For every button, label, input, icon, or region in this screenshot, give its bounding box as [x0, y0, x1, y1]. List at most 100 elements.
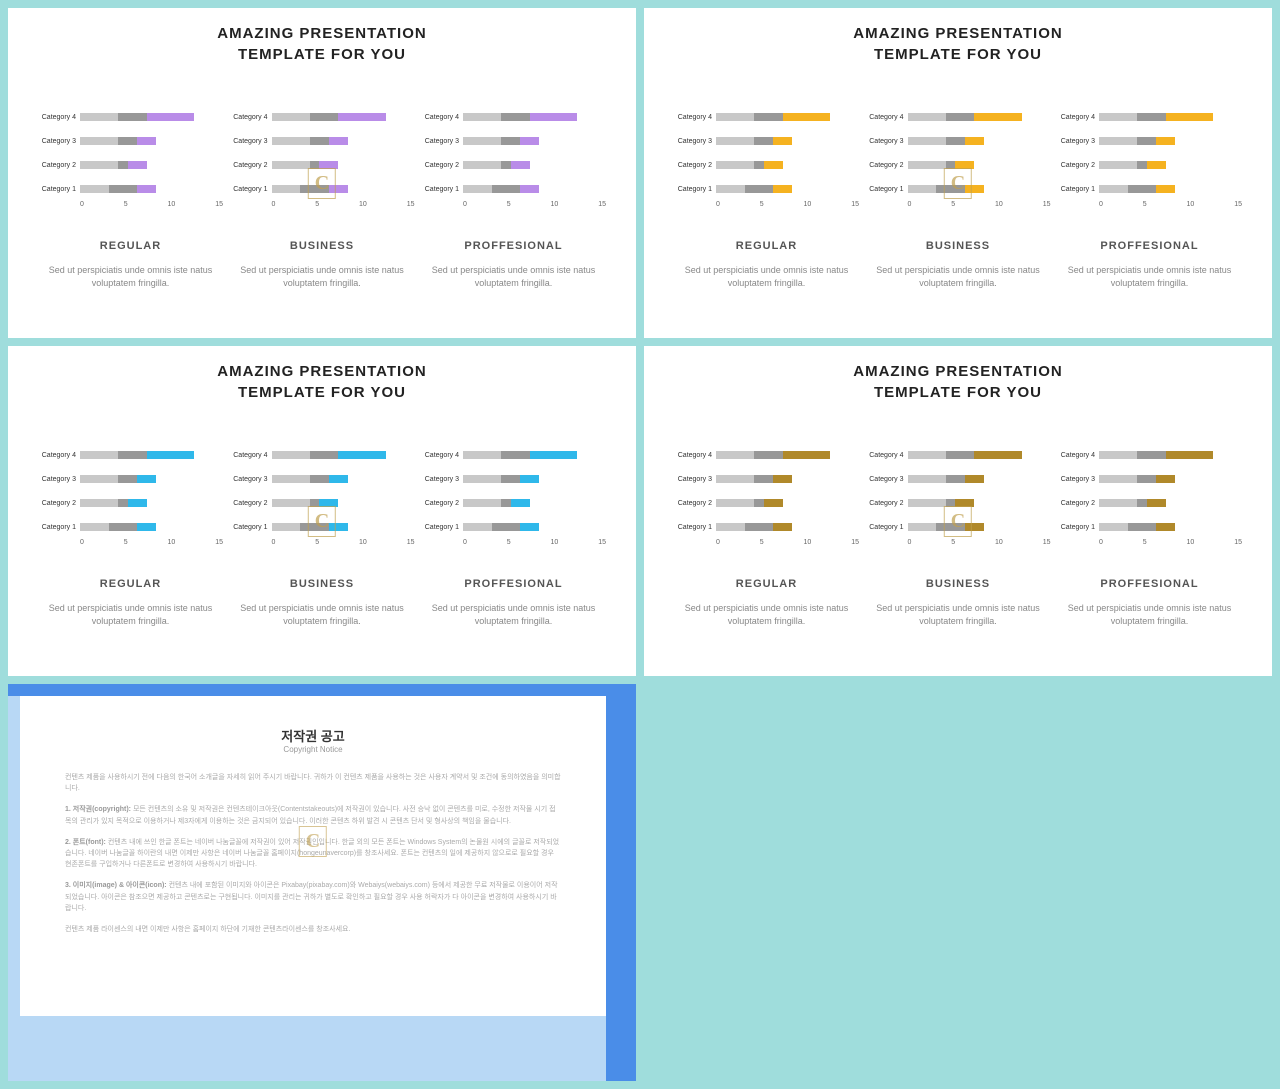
bar-row: Category 1: [1057, 177, 1242, 201]
bar-category-label: Category 3: [674, 476, 716, 483]
chart-block: Category 4Category 3Category 2Category 1…: [38, 105, 223, 289]
axis-row: 051015: [866, 201, 1051, 208]
bar-segment: [936, 523, 965, 531]
bar-category-label: Category 4: [674, 452, 716, 459]
bar-row: Category 3: [674, 129, 859, 153]
bar-row: Category 4: [230, 105, 415, 129]
bar-row: Category 2: [421, 491, 606, 515]
bar-track: [272, 523, 415, 531]
bar-segment: [754, 113, 783, 121]
bar-track: [716, 137, 859, 145]
bar-segment: [1137, 161, 1147, 169]
bar-row: Category 1: [1057, 515, 1242, 539]
bar-segment: [1128, 185, 1157, 193]
bar-segment: [492, 185, 521, 193]
bar-category-label: Category 4: [866, 114, 908, 121]
bar-row: Category 1: [866, 515, 1051, 539]
bar-category-label: Category 3: [1057, 138, 1099, 145]
bar-segment: [1099, 523, 1128, 531]
chart-area: Category 4Category 3Category 2Category 1…: [866, 105, 1051, 220]
slide-title: AMAZING PRESENTATIONTEMPLATE FOR YOU: [674, 361, 1242, 403]
bar-category-label: Category 4: [421, 452, 463, 459]
bar-category-label: Category 4: [38, 452, 80, 459]
bar-segment: [1137, 137, 1156, 145]
chart-subtitle: REGULAR: [38, 578, 223, 590]
bar-segment: [463, 161, 501, 169]
bar-segment: [764, 161, 783, 169]
bar-segment: [80, 113, 118, 121]
bar-segment: [716, 161, 754, 169]
copyright-subtitle: Copyright Notice: [65, 745, 561, 754]
bar-segment: [463, 185, 492, 193]
bar-segment: [908, 185, 937, 193]
axis-tick: 0: [80, 201, 84, 208]
bar-segment: [1137, 451, 1166, 459]
bar-segment: [908, 113, 946, 121]
bar-segment: [1156, 475, 1175, 483]
axis-tick: 10: [551, 539, 559, 546]
charts-row: Category 4 Category 3 Category 2 Category 1…: [38, 105, 606, 289]
bar-segment: [1099, 185, 1128, 193]
bar-track: [716, 451, 859, 459]
bar-segment: [908, 451, 946, 459]
bar-segment: [783, 451, 831, 459]
bar-segment: [80, 137, 118, 145]
bar-track: [463, 161, 606, 169]
chart-block: Category 4Category 3Category 2Category 1…: [674, 443, 859, 627]
bar-track: [1099, 523, 1242, 531]
chart-area: Category 4Category 3Category 2Category 1…: [421, 443, 606, 558]
bar-row: Category 3: [230, 129, 415, 153]
bar-segment: [109, 185, 138, 193]
axis-tick: 10: [995, 539, 1003, 546]
bar-category-label: Category 3: [866, 476, 908, 483]
axis-tick: 15: [1043, 201, 1051, 208]
bar-row: Category 1: [38, 177, 223, 201]
bar-segment: [300, 523, 329, 531]
bar-segment: [520, 475, 539, 483]
chart-description: Sed ut perspiciatis unde omnis iste natu…: [421, 602, 606, 627]
bar-segment: [80, 185, 109, 193]
axis-tick: 10: [1187, 539, 1195, 546]
axis-row: 051015: [1057, 201, 1242, 208]
bar-segment: [773, 137, 792, 145]
bar-track: [80, 161, 223, 169]
bar-segment: [329, 137, 348, 145]
bar-segment: [754, 137, 773, 145]
bar-track: [1099, 137, 1242, 145]
bar-segment: [501, 475, 520, 483]
chart-area: Category 4Category 3Category 2Category 1…: [230, 105, 415, 220]
chart-block: Category 4Category 3Category 2Category 1…: [38, 443, 223, 627]
bar-segment: [1099, 499, 1137, 507]
bar-segment: [965, 185, 984, 193]
axis-tick: 5: [951, 201, 955, 208]
bar-track: [463, 113, 606, 121]
border-top: [8, 684, 636, 696]
bar-category-label: Category 3: [230, 138, 272, 145]
bar-category-label: Category 4: [230, 452, 272, 459]
chart-area: Category 4Category 3Category 2Category 1…: [421, 105, 606, 220]
axis-tick: 5: [507, 539, 511, 546]
bar-segment: [1128, 523, 1157, 531]
bar-segment: [946, 113, 975, 121]
bar-category-label: Category 4: [230, 114, 272, 121]
bar-row: Category 1: [421, 177, 606, 201]
copyright-paragraph: 1. 저작권(copyright): 모든 컨텐츠의 소유 및 저작권은 컨텐츠…: [65, 804, 561, 826]
chart-subtitle: REGULAR: [674, 240, 859, 252]
bar-track: [80, 113, 223, 121]
chart-description: Sed ut perspiciatis unde omnis iste natu…: [1057, 602, 1242, 627]
bar-segment: [272, 161, 310, 169]
bar-segment: [908, 475, 946, 483]
bar-segment: [530, 113, 578, 121]
bar-row: Category 2: [1057, 153, 1242, 177]
axis-tick: 0: [716, 539, 720, 546]
chart-description: Sed ut perspiciatis unde omnis iste natu…: [866, 602, 1051, 627]
bar-category-label: Category 4: [38, 114, 80, 121]
chart-subtitle: PROFFESIONAL: [1057, 240, 1242, 252]
border-right: [606, 684, 636, 1081]
axis-tick: 10: [551, 201, 559, 208]
bar-row: Category 3: [38, 467, 223, 491]
axis-row: 051015: [866, 539, 1051, 546]
chart-area: Category 4Category 3Category 2Category 1…: [230, 443, 415, 558]
bar-category-label: Category 2: [421, 162, 463, 169]
bar-track: [716, 499, 859, 507]
